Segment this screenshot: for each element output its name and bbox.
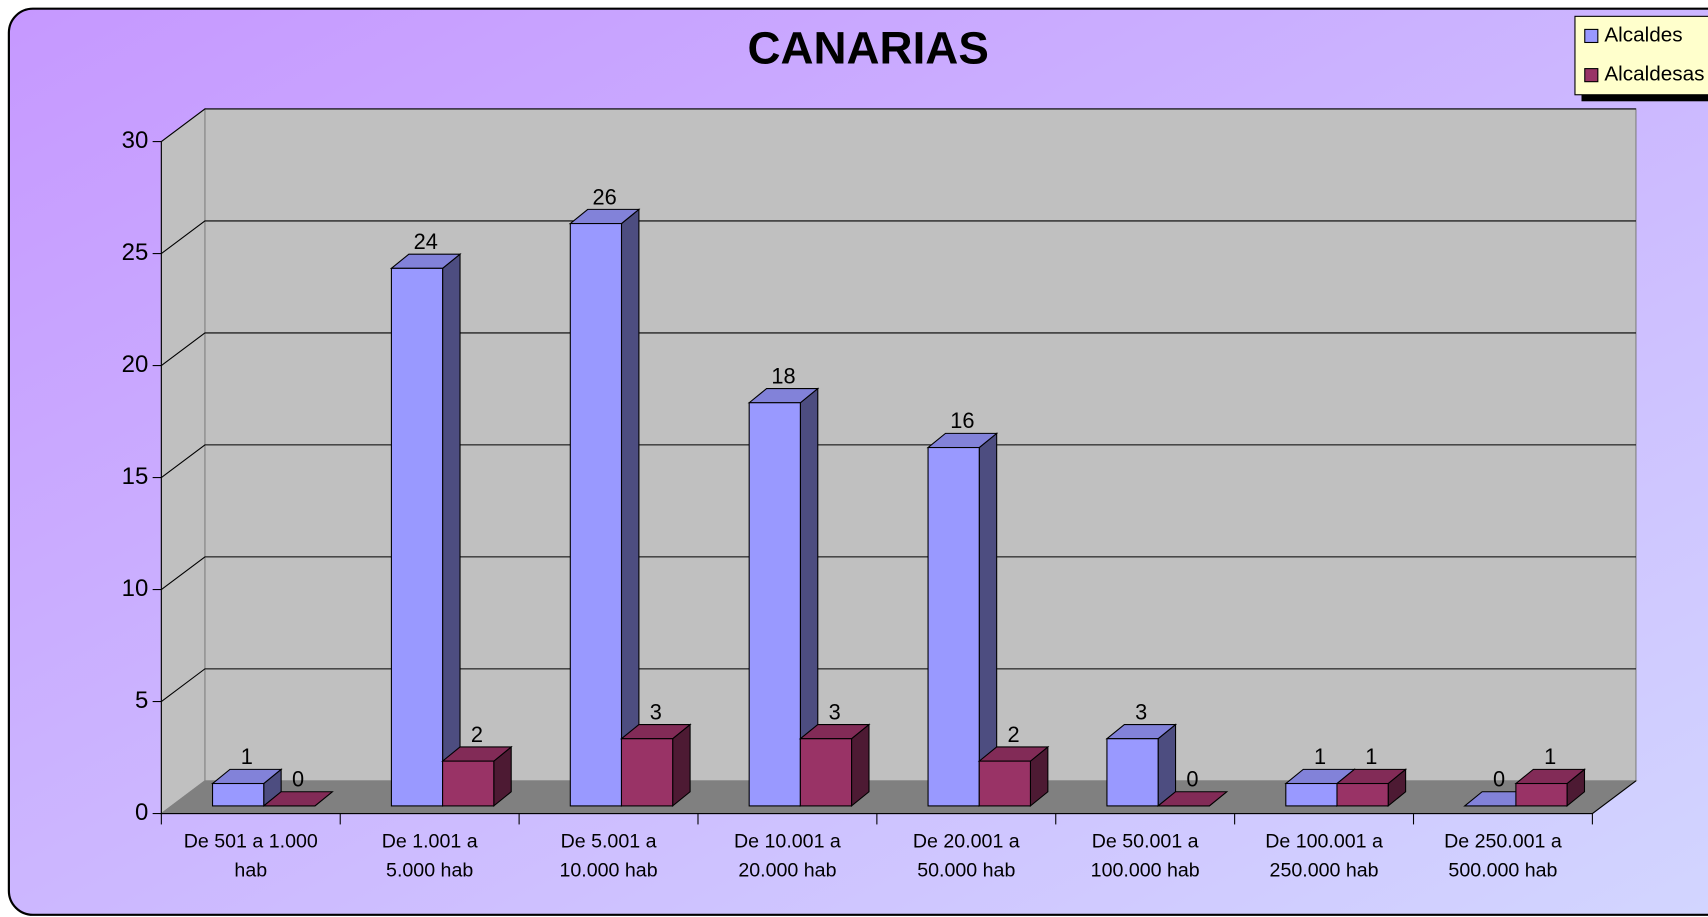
bar-front [620,738,674,807]
x-tick-label: De 501 a 1.000 hab [183,829,318,882]
x-tick-label-box: De 50.001 a 100.000 hab [1090,829,1200,882]
legend-swatch [1584,28,1599,44]
x-tick-label-box: De 100.001 a 250.000 hab [1265,829,1383,882]
legend-label: Alcaldes [1604,23,1682,46]
x-tick-label-box: De 5.001 a 10.000 hab [559,829,658,882]
bar [798,723,871,808]
bar [619,723,692,808]
bar-front [1285,782,1338,807]
bar-top [262,791,334,807]
bar-front [211,782,265,807]
x-tick-label: De 100.001 a 250.000 hab [1265,829,1383,882]
bar-side [442,253,461,808]
value-label: 18 [771,363,795,388]
x-tick-label: De 20.001 a 50.000 hab [912,829,1020,882]
value-label: 1 [241,744,253,769]
bar-front [1106,738,1159,807]
x-tick-label: De 10.001 a 20.000 hab [734,829,841,882]
value-label: 16 [950,408,974,433]
grid-line [161,108,1636,143]
value-label: 0 [292,767,304,792]
grid-line [161,556,1636,590]
value-label: 0 [1493,767,1505,792]
bar-front [569,223,623,807]
bar-top [1156,791,1229,807]
bar-front [1515,782,1568,807]
bar [262,791,334,807]
value-label: 1 [1314,744,1326,769]
y-tick-label: 0 [135,799,148,826]
bar-front [1336,782,1389,807]
value-label: 2 [471,722,483,747]
y-tick-label: 20 [122,351,149,378]
value-label: 3 [1135,699,1147,724]
x-tick-label-box: De 501 a 1.000 hab [183,829,318,882]
bar-front [442,760,495,807]
value-label: 3 [829,699,841,724]
y-tick-label: 10 [122,575,149,602]
grid-line [161,332,1636,367]
value-label: 24 [414,229,438,254]
x-tick-label: De 5.001 a 10.000 hab [559,829,658,882]
bar [568,208,641,808]
y-tick-label: 5 [135,687,148,714]
x-tick-label-box: De 250.001 a 500.000 hab [1444,829,1562,882]
bar [211,768,283,808]
bar-front [748,402,801,807]
y-tick-label: 25 [122,239,149,266]
value-label: 26 [592,184,616,209]
chart-title: CANARIAS [747,22,988,73]
x-tick-label: De 250.001 a 500.000 hab [1444,829,1562,882]
x-tick-label-box: De 20.001 a 50.000 hab [912,829,1020,882]
bar-front [390,267,444,807]
value-label: 0 [1186,767,1198,792]
bar-front [978,760,1031,807]
value-label: 2 [1007,722,1019,747]
bar [1105,723,1178,808]
y-tick-label: 30 [122,127,149,154]
legend-swatch [1584,68,1599,83]
bar [441,745,513,808]
value-label: 1 [1544,744,1556,769]
bar [977,745,1050,808]
bar-front [927,446,980,807]
x-tick-label: De 1.001 a 5.000 hab [381,829,478,882]
grid-line [161,668,1636,702]
bar [1335,768,1408,808]
bar [389,253,462,808]
x-tick-label-box: De 1.001 a 5.000 hab [381,829,478,882]
floor [159,780,1638,815]
bar-front [799,738,853,807]
grid-line [161,220,1636,255]
bar [1514,768,1587,808]
bar [747,387,820,808]
value-label: 3 [650,699,662,724]
legend-label: Alcaldesas [1604,63,1704,86]
bar [1156,791,1229,807]
bar-side [620,208,640,808]
value-label: 1 [1365,744,1377,769]
x-tick-label: De 50.001 a 100.000 hab [1090,829,1200,882]
x-tick-label-box: De 10.001 a 20.000 hab [734,829,841,882]
y-tick-label: 15 [122,463,149,490]
bar [926,432,999,808]
grid-line [161,444,1636,478]
